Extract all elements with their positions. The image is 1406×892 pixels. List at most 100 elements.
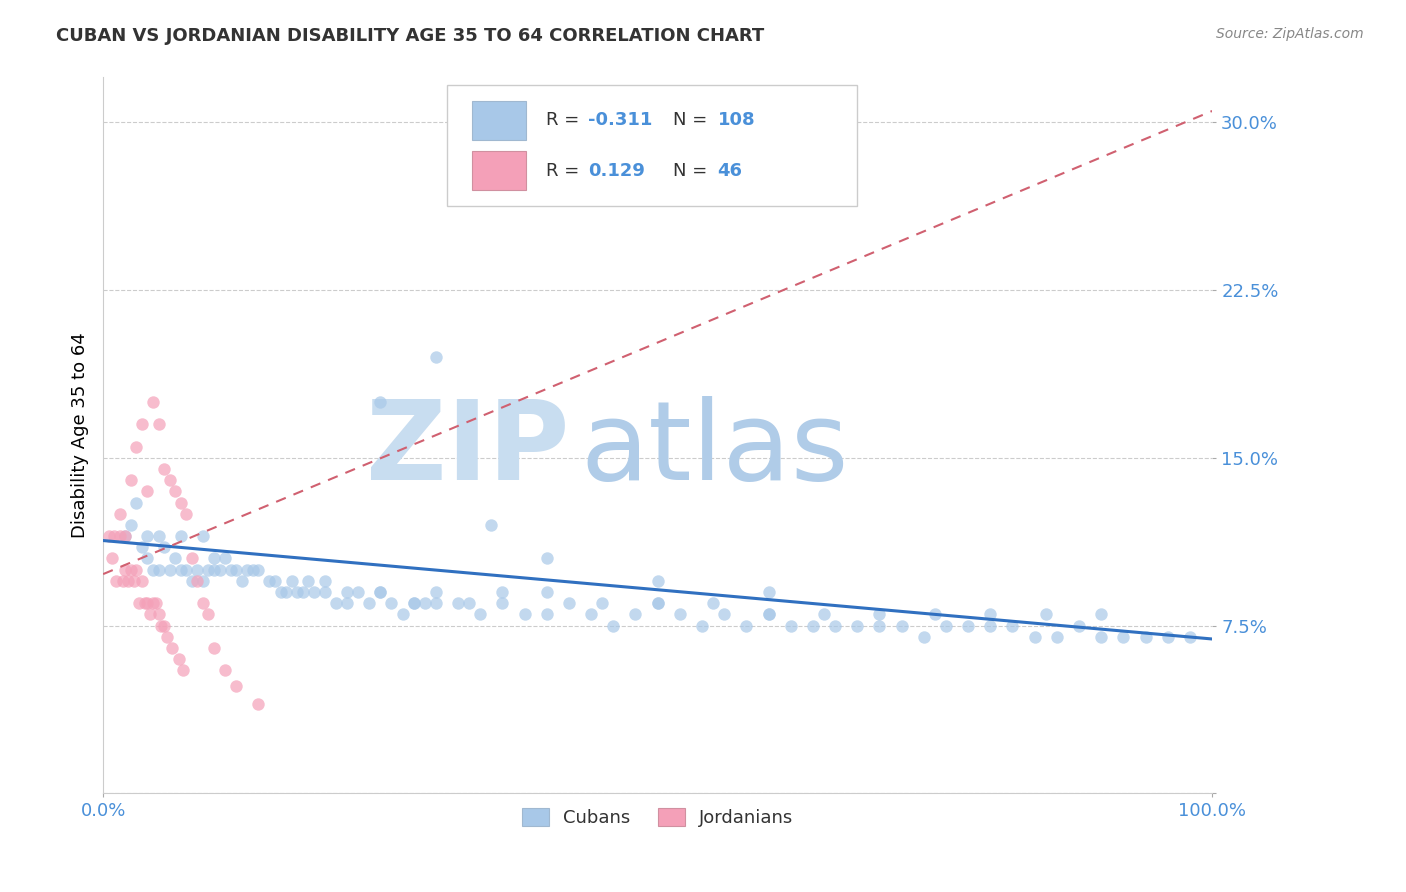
Point bbox=[103, 529, 125, 543]
Point bbox=[259, 574, 281, 588]
Point bbox=[125, 495, 148, 509]
Point bbox=[136, 551, 159, 566]
Point bbox=[114, 563, 136, 577]
Point bbox=[176, 563, 198, 577]
Point bbox=[536, 551, 558, 566]
Point bbox=[112, 574, 135, 588]
Point bbox=[425, 596, 447, 610]
Point bbox=[979, 607, 1001, 622]
Point bbox=[479, 517, 502, 532]
Text: N =: N = bbox=[673, 112, 713, 129]
Point bbox=[370, 585, 392, 599]
Point bbox=[247, 697, 270, 711]
Point bbox=[558, 596, 581, 610]
Point bbox=[1067, 618, 1090, 632]
FancyBboxPatch shape bbox=[447, 85, 858, 206]
Point bbox=[1135, 630, 1157, 644]
Point bbox=[170, 563, 193, 577]
Point bbox=[690, 618, 713, 632]
Point bbox=[280, 574, 302, 588]
Point bbox=[197, 563, 219, 577]
Point bbox=[1046, 630, 1069, 644]
Point bbox=[579, 607, 602, 622]
Point bbox=[153, 618, 176, 632]
Point bbox=[138, 607, 160, 622]
Point bbox=[647, 596, 669, 610]
Point bbox=[336, 596, 359, 610]
Text: atlas: atlas bbox=[581, 396, 848, 503]
Point bbox=[758, 585, 780, 599]
Point bbox=[285, 585, 308, 599]
Text: R =: R = bbox=[546, 112, 585, 129]
Point bbox=[536, 585, 558, 599]
Point bbox=[591, 596, 613, 610]
Point bbox=[159, 563, 181, 577]
Point bbox=[186, 563, 208, 577]
Point bbox=[97, 529, 120, 543]
Point bbox=[134, 596, 156, 610]
Point bbox=[148, 529, 170, 543]
Point bbox=[647, 574, 669, 588]
Point bbox=[513, 607, 536, 622]
Point bbox=[114, 529, 136, 543]
Point bbox=[153, 462, 176, 476]
Point bbox=[314, 585, 336, 599]
Point bbox=[131, 417, 153, 432]
Point bbox=[669, 607, 692, 622]
Point bbox=[247, 563, 270, 577]
Point bbox=[1024, 630, 1046, 644]
Point bbox=[868, 607, 890, 622]
Point bbox=[624, 607, 647, 622]
Point bbox=[145, 596, 167, 610]
Point bbox=[302, 585, 325, 599]
Point bbox=[180, 551, 202, 566]
Point bbox=[491, 585, 513, 599]
Point bbox=[125, 440, 148, 454]
Point bbox=[924, 607, 946, 622]
Point bbox=[180, 574, 202, 588]
Point bbox=[1001, 618, 1024, 632]
Point bbox=[176, 507, 198, 521]
Point bbox=[142, 394, 165, 409]
Point bbox=[425, 350, 447, 364]
Point bbox=[191, 596, 214, 610]
Text: R =: R = bbox=[546, 161, 585, 179]
Text: ZIP: ZIP bbox=[366, 396, 569, 503]
Point bbox=[297, 574, 319, 588]
Point bbox=[935, 618, 957, 632]
Point bbox=[149, 618, 172, 632]
Point bbox=[391, 607, 413, 622]
Point bbox=[274, 585, 297, 599]
Text: -0.311: -0.311 bbox=[588, 112, 652, 129]
Point bbox=[214, 551, 236, 566]
Point bbox=[108, 507, 131, 521]
Point bbox=[264, 574, 287, 588]
Point bbox=[160, 640, 183, 655]
Point bbox=[291, 585, 314, 599]
Point bbox=[413, 596, 436, 610]
Point bbox=[128, 596, 150, 610]
Point bbox=[370, 585, 392, 599]
Point bbox=[172, 663, 194, 677]
Point bbox=[170, 529, 193, 543]
Point bbox=[336, 585, 359, 599]
Point bbox=[380, 596, 402, 610]
Point bbox=[105, 574, 128, 588]
Point bbox=[142, 563, 165, 577]
Point bbox=[735, 618, 758, 632]
Point bbox=[225, 563, 247, 577]
Point bbox=[231, 574, 253, 588]
Point bbox=[647, 596, 669, 610]
Point bbox=[270, 585, 292, 599]
Point bbox=[156, 630, 179, 644]
Point bbox=[214, 663, 236, 677]
Point bbox=[148, 563, 170, 577]
Point bbox=[702, 596, 724, 610]
Point bbox=[325, 596, 347, 610]
Point bbox=[117, 574, 139, 588]
Point bbox=[912, 630, 935, 644]
Point bbox=[846, 618, 869, 632]
Point bbox=[165, 551, 187, 566]
Point bbox=[758, 607, 780, 622]
Point bbox=[114, 529, 136, 543]
